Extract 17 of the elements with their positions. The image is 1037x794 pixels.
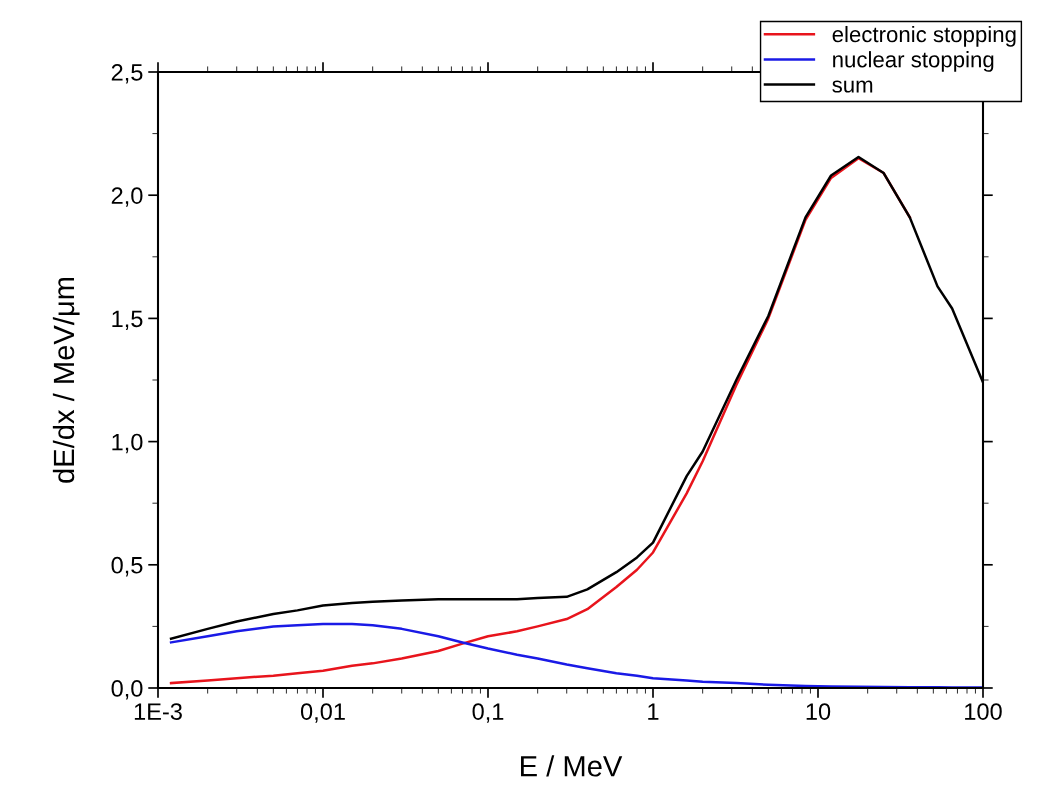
legend-label: nuclear stopping bbox=[833, 51, 994, 72]
x-axis-title: E / MeV bbox=[521, 755, 623, 777]
y-axis-title: dE/dx / MeV/μm bbox=[52, 277, 80, 483]
legend-label: electronic stopping bbox=[832, 25, 1016, 47]
y-tick-label: 1,5 bbox=[112, 310, 143, 330]
y-tick-label: 1,0 bbox=[112, 433, 143, 454]
y-tick-label: 2,0 bbox=[111, 187, 143, 207]
x-tick-label: 1E-3 bbox=[134, 703, 182, 720]
x-tick-label: 0,1 bbox=[472, 703, 504, 723]
y-tick-label: 0,5 bbox=[111, 556, 143, 577]
legend-label: sum bbox=[832, 80, 873, 93]
x-tick-label: 100 bbox=[965, 703, 1002, 720]
y-tick-label: 0,0 bbox=[111, 680, 143, 700]
y-tick-label: 2,5 bbox=[111, 64, 143, 84]
x-tick-label: 10 bbox=[806, 703, 831, 720]
x-tick-label: 0,01 bbox=[300, 703, 345, 723]
x-tick-label: 1 bbox=[648, 703, 659, 720]
